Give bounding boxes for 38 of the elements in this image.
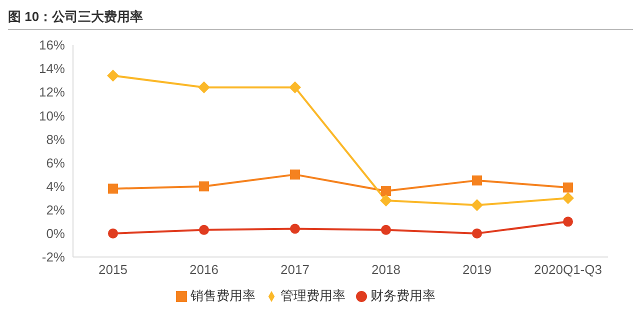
x-tick-label: 2017: [280, 262, 310, 278]
y-tick-label: 2%: [46, 202, 66, 218]
y-tick-label: 0%: [46, 226, 66, 242]
point: [471, 199, 483, 212]
y-tick-label: 14%: [38, 61, 66, 76]
x-tick-label: 2020Q1-Q3: [534, 262, 602, 278]
y-tick-label: -2%: [42, 250, 66, 265]
x-tick-label: 2016: [190, 262, 218, 278]
point: [381, 186, 391, 196]
point: [563, 216, 573, 227]
x-tick-label: 2018: [372, 262, 400, 278]
point: [289, 81, 301, 94]
point: [108, 184, 118, 194]
point: [290, 224, 300, 234]
point: [381, 224, 391, 235]
y-tick-label: 12%: [38, 84, 66, 100]
point: [290, 170, 300, 180]
legend-label: 财务费用率: [370, 288, 436, 303]
y-tick-label: 16%: [38, 38, 66, 53]
y-tick-label: 4%: [46, 178, 66, 194]
point: [380, 194, 392, 206]
x-tick-label: 2019: [462, 262, 492, 278]
point: [472, 175, 482, 186]
chart-title: 图 10：公司三大费用率: [8, 8, 633, 30]
point: [563, 182, 573, 193]
point: [198, 81, 210, 94]
point: [562, 192, 574, 204]
point: [107, 70, 119, 82]
point: [108, 228, 118, 238]
y-tick-label: 6%: [46, 155, 66, 170]
y-tick-label: 10%: [38, 108, 66, 124]
x-tick-label: 2015: [98, 262, 128, 278]
y-tick-label: 8%: [46, 132, 66, 147]
legend-label: 管理费用率: [280, 288, 346, 303]
legend-label: 销售费用率: [190, 288, 256, 303]
point: [199, 181, 209, 192]
point: [199, 224, 209, 235]
point: [472, 228, 482, 238]
